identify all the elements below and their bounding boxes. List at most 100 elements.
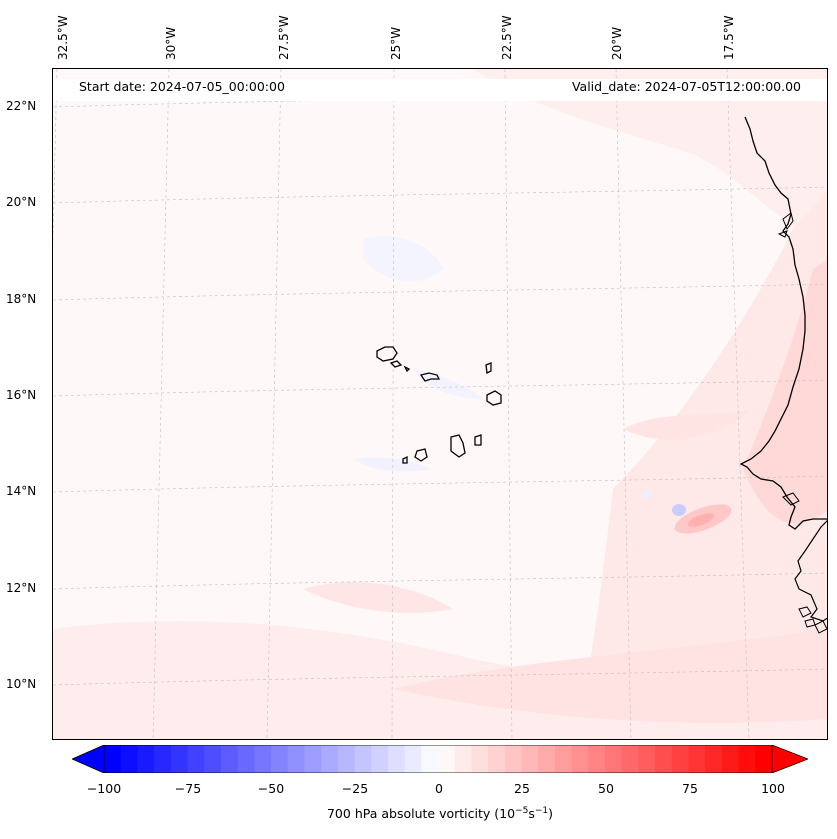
colorbar-segments: [103, 745, 773, 773]
island-santa-luzia: [403, 365, 411, 373]
colorbar-segment: [705, 745, 723, 773]
island-brava: [402, 455, 408, 464]
colorbar-tick-50: 50: [598, 781, 614, 796]
colorbar-segment: [220, 745, 239, 773]
island-santo-antao: [376, 346, 398, 362]
colorbar-segment: [421, 745, 439, 773]
colorbar-tick-0: 0: [435, 781, 443, 796]
colorbar-segment: [337, 745, 355, 773]
colorbar-segment: [504, 745, 522, 773]
colorbar-title-suffix: ): [548, 806, 553, 822]
colorbar-segment: [237, 745, 255, 773]
colorbar: [72, 745, 808, 773]
island-santiago: [450, 434, 466, 458]
colorbar-tick-25: 25: [514, 781, 530, 796]
colorbar-segment: [554, 745, 573, 773]
coastline-guinea: [794, 520, 827, 622]
colorbar-segment: [438, 745, 456, 773]
lat-label-12n: 12°N: [6, 581, 37, 595]
coastline-gambia: [782, 492, 800, 506]
colorbar-segment: [488, 745, 506, 773]
vorticity-band-north: [473, 69, 827, 248]
island-sao-nicolau: [419, 372, 441, 382]
lon-label-30w: 30°W: [164, 26, 178, 60]
colorbar-segment: [471, 745, 489, 773]
colorbar-segment: [387, 745, 406, 773]
colorbar-segment: [404, 745, 422, 773]
valid-date-label: Valid_date: 2024-07-05T12:00:00.00: [571, 79, 801, 94]
lat-label-18n: 18°N: [6, 292, 37, 306]
vorticity-neg-patch-1: [363, 235, 443, 282]
colorbar-extend-min: [72, 745, 105, 773]
colorbar-segment: [588, 745, 606, 773]
colorbar-segment: [371, 745, 389, 773]
lat-label-14n: 14°N: [6, 484, 37, 498]
vorticity-band-west-streak: [303, 581, 453, 613]
colorbar-tick-m100: −100: [86, 781, 122, 796]
colorbar-segment: [354, 745, 372, 773]
colorbar-segment: [605, 745, 623, 773]
colorbar-segment: [621, 745, 639, 773]
colorbar-segment: [154, 745, 172, 773]
colorbar-segment: [304, 745, 322, 773]
island-fogo: [414, 448, 428, 462]
colorbar-segment: [137, 745, 155, 773]
vorticity-max-core: [687, 513, 715, 527]
island-maio: [474, 434, 482, 446]
colorbar-segment: [187, 745, 205, 773]
vorticity-band-southeast: [393, 629, 827, 723]
island-boa-vista: [486, 390, 502, 406]
colorbar-segment: [104, 745, 122, 773]
cape-verde-islands: [376, 346, 502, 464]
colorbar-tick-m75: −75: [174, 781, 202, 796]
colorbar-segment: [538, 745, 556, 773]
colorbar-segment: [254, 745, 272, 773]
lat-label-20n: 20°N: [6, 195, 37, 209]
colorbar-segment: [638, 745, 656, 773]
africa-coastline: [739, 116, 827, 530]
colorbar-segment: [204, 745, 222, 773]
lon-label-20w: 20°W: [610, 26, 624, 60]
colorbar-segment: [571, 745, 589, 773]
vorticity-neg-patch-3: [413, 369, 483, 399]
coastline-islands-bissau: [798, 606, 827, 634]
map-frame: Start date: 2024-07-05_00:00:00 Valid_da…: [52, 68, 828, 740]
header-band: [53, 79, 827, 101]
colorbar-title-exp2: −1: [534, 806, 549, 816]
colorbar-tick-m50: −50: [257, 781, 285, 796]
vorticity-min: [672, 504, 686, 516]
lon-label-17-5w: 17.5°W: [722, 15, 736, 60]
lat-label-10n: 10°N: [6, 677, 37, 691]
colorbar-segment: [688, 745, 706, 773]
lon-label-32-5w: 32.5°W: [56, 15, 70, 60]
colorbar-segment: [120, 745, 138, 773]
colorbar-segment: [521, 745, 539, 773]
lon-label-25w: 25°W: [389, 26, 403, 60]
island-sao-vicente: [389, 360, 403, 368]
vorticity-neg-patch-2: [353, 457, 433, 472]
colorbar-segment: [454, 745, 472, 773]
start-date-label: Start date: 2024-07-05_00:00:00: [79, 79, 285, 94]
colorbar-segment: [271, 745, 289, 773]
colorbar-segment: [755, 745, 773, 773]
colorbar-segment: [321, 745, 339, 773]
vorticity-band-east: [573, 191, 827, 739]
colorbar-tick-100: 100: [761, 781, 785, 796]
colorbar-title: 700 hPa absolute vorticity (10−5s−1): [0, 806, 837, 821]
colorbar-segment: [655, 745, 673, 773]
colorbar-extend-max: [771, 745, 808, 773]
colorbar-tick-m25: −25: [341, 781, 369, 796]
vorticity-min-2: [641, 491, 651, 499]
colorbar-title-mid: s: [528, 806, 535, 822]
colorbar-segment: [170, 745, 188, 773]
lat-label-22n: 22°N: [6, 99, 37, 113]
colorbar-segment: [721, 745, 740, 773]
lon-label-22-5w: 22.5°W: [500, 15, 514, 60]
colorbar-segment: [287, 745, 305, 773]
vorticity-band-center-streak: [623, 409, 753, 440]
island-sal: [485, 362, 492, 374]
colorbar-segment: [671, 745, 689, 773]
colorbar-title-exp1: −5: [515, 806, 529, 816]
colorbar-title-prefix: 700 hPa absolute vorticity (10: [326, 806, 516, 822]
vorticity-band-coast: [743, 260, 827, 524]
